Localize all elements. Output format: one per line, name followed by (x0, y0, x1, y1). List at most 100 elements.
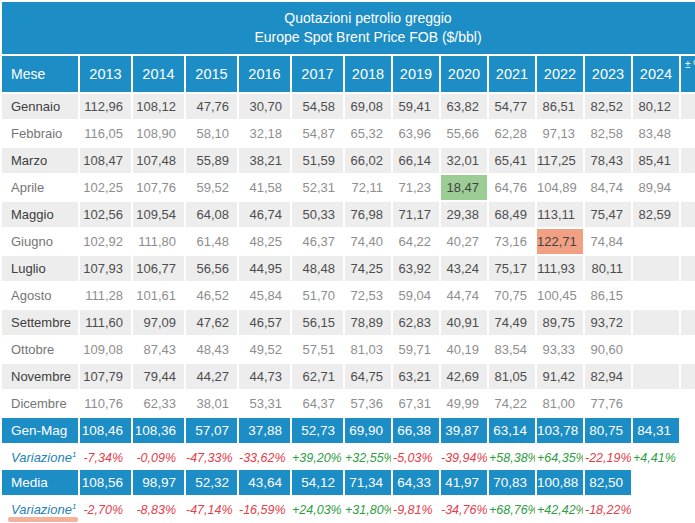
value-cell: 49,99 (441, 391, 489, 418)
summary-value-cell: 108,36 (133, 418, 186, 445)
value-cell: 63,21 (393, 364, 441, 391)
summary-value-cell: 80,75 (585, 418, 633, 445)
table-row: Luglio107,93106,7756,5644,9548,4874,2563… (2, 256, 695, 283)
value-cell: 116,05 (80, 121, 133, 148)
variation-value-cell: -34,76% (441, 497, 489, 522)
table-row: Marzo108,47107,4855,8938,2151,5966,0266,… (2, 148, 695, 175)
value-cell: 91,42 (537, 364, 585, 391)
value-cell: 101,61 (133, 283, 186, 310)
value-cell: 72,53 (345, 283, 393, 310)
month-label: Aprile (2, 175, 80, 202)
value-cell: 55,89 (186, 148, 239, 175)
variation-value-cell: -2,70% (80, 497, 133, 522)
value-cell: 53,31 (239, 391, 292, 418)
value-cell: 93,33 (537, 337, 585, 364)
table-subtitle: Europe Spot Brent Price FOB ($/bbl) (2, 28, 695, 47)
year-column-header: 2016 (239, 56, 292, 94)
summary-value-cell: 103,78 (537, 418, 585, 445)
table-row: Giugno102,92111,8061,4848,2546,3774,4064… (2, 229, 695, 256)
value-cell: 54,87 (292, 121, 345, 148)
value-cell: 97,09 (133, 310, 186, 337)
table-row: Settembre111,6097,0947,6246,5756,1578,89… (2, 310, 695, 337)
value-cell: 72,11 (345, 175, 393, 202)
value-cell (633, 391, 681, 418)
value-cell: 107,76 (133, 175, 186, 202)
variation-value-cell: +31,80% (345, 497, 393, 522)
month-label: Febbraio (2, 121, 80, 148)
value-cell: 71,17 (393, 202, 441, 229)
variation-value-cell: -22,19% (585, 445, 633, 470)
value-cell: 109,08 (80, 337, 133, 364)
value-cell: 82,58 (585, 121, 633, 148)
value-cell: 107,79 (80, 364, 133, 391)
clipped-cell (681, 121, 695, 148)
clipped-cell (681, 445, 695, 470)
value-cell: 111,80 (133, 229, 186, 256)
value-cell: 54,58 (292, 94, 345, 121)
value-cell: 112,96 (80, 94, 133, 121)
value-cell: 97,13 (537, 121, 585, 148)
value-cell: 106,77 (133, 256, 186, 283)
value-cell: 74,84 (585, 229, 633, 256)
clipped-cell (681, 202, 695, 229)
value-cell: 32,18 (239, 121, 292, 148)
value-cell: 102,56 (80, 202, 133, 229)
value-cell: 52,31 (292, 175, 345, 202)
variation-value-cell: +64,35% (537, 445, 585, 470)
value-cell: 48,43 (186, 337, 239, 364)
summary-value-cell (633, 470, 681, 497)
value-cell: 55,66 (441, 121, 489, 148)
value-cell: 44,95 (239, 256, 292, 283)
year-column-header: 2021 (489, 56, 537, 94)
value-cell: 38,01 (186, 391, 239, 418)
horizontal-scrollbar-thumb[interactable] (8, 517, 78, 522)
clipped-column-header: ± % (681, 56, 695, 94)
value-cell: 71,23 (393, 175, 441, 202)
year-column-header: 2013 (80, 56, 133, 94)
value-cell: 82,59 (633, 202, 681, 229)
month-label: Dicembre (2, 391, 80, 418)
value-cell: 41,58 (239, 175, 292, 202)
value-cell: 93,72 (585, 310, 633, 337)
table-row: Ottobre109,0887,4348,4349,5257,5181,0359… (2, 337, 695, 364)
value-cell: 64,22 (393, 229, 441, 256)
value-cell: 63,96 (393, 121, 441, 148)
value-cell: 59,04 (393, 283, 441, 310)
value-cell: 104,89 (537, 175, 585, 202)
variation-value-cell: -47,33% (186, 445, 239, 470)
year-column-header: 2023 (585, 56, 633, 94)
summary-row: Gen-Mag108,46108,3657,0737,8852,7369,906… (2, 418, 695, 445)
variation-value-cell: -5,03% (393, 445, 441, 470)
value-cell: 51,59 (292, 148, 345, 175)
value-cell: 46,37 (292, 229, 345, 256)
table-title-block: Quotazioni petrolio greggio Europe Spot … (2, 2, 695, 54)
value-cell: 66,14 (393, 148, 441, 175)
clipped-cell (681, 94, 695, 121)
value-cell: 80,12 (633, 94, 681, 121)
variation-value-cell: -47,14% (186, 497, 239, 522)
month-label: Ottobre (2, 337, 80, 364)
summary-value-cell: 70,83 (489, 470, 537, 497)
value-cell: 40,27 (441, 229, 489, 256)
value-cell: 32,01 (441, 148, 489, 175)
clipped-cell (681, 497, 695, 522)
value-cell: 108,12 (133, 94, 186, 121)
value-cell: 44,74 (441, 283, 489, 310)
value-cell: 66,02 (345, 148, 393, 175)
value-cell: 107,93 (80, 256, 133, 283)
value-cell (633, 283, 681, 310)
value-cell: 89,75 (537, 310, 585, 337)
month-label: Maggio (2, 202, 80, 229)
value-cell: 74,49 (489, 310, 537, 337)
value-cell: 56,15 (292, 310, 345, 337)
variation-row: Variazione1 %-2,70%-8,83%-47,14%-16,59%+… (2, 497, 695, 522)
variation-value-cell: +39,20% (292, 445, 345, 470)
value-cell: 65,41 (489, 148, 537, 175)
month-label: Novembre (2, 364, 80, 391)
value-cell: 79,44 (133, 364, 186, 391)
value-cell: 102,92 (80, 229, 133, 256)
value-cell: 75,17 (489, 256, 537, 283)
value-cell: 47,76 (186, 94, 239, 121)
year-column-header: 2024 (633, 56, 681, 94)
value-cell: 89,94 (633, 175, 681, 202)
